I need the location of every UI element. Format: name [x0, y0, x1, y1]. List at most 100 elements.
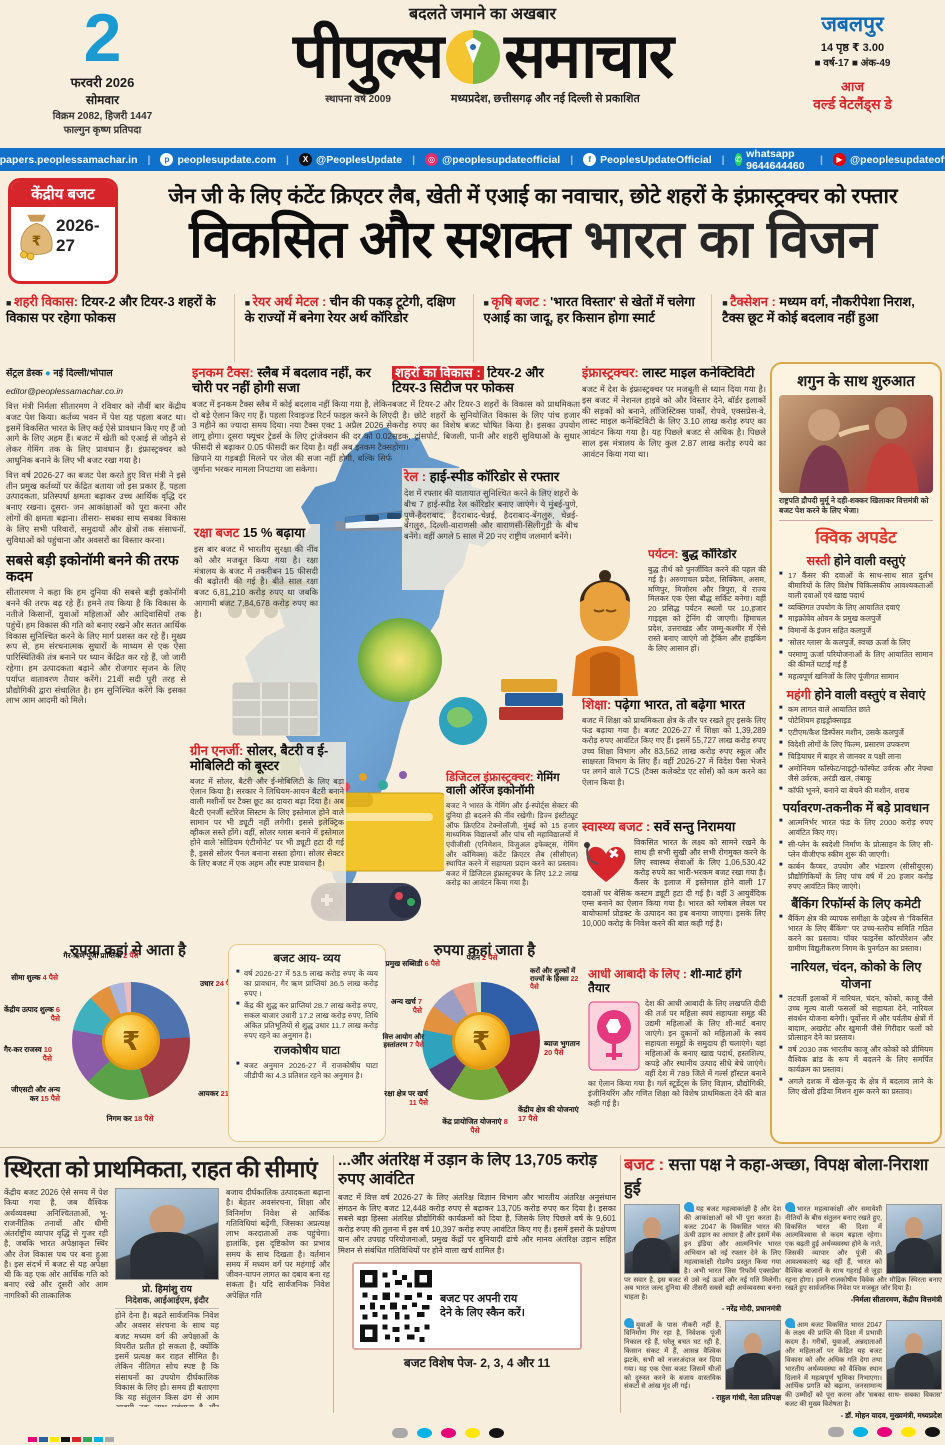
quote-attribution: -निर्मला सीतारमण, केंद्रीय वित्तमंत्री	[850, 1295, 942, 1305]
color-dot-magenta	[441, 1428, 456, 1438]
paper-title-1: पीपुल्स	[293, 22, 444, 91]
date-tithi: फाल्गुन कृष्ण प्रतिपदा	[63, 124, 142, 136]
color-calibration-strip	[28, 1437, 114, 1442]
byline: सेंट्रल डेस्क ● नई दिल्ली/भोपाल	[6, 368, 113, 379]
date-weekday: सोमवार	[85, 92, 120, 107]
list-item: अगले दशक में खेल-कूद के क्षेत्र में बदला…	[779, 1077, 933, 1097]
facebook-link[interactable]: f PeoplesUpdateOfficial	[583, 153, 712, 166]
qr-code[interactable]	[360, 1270, 432, 1343]
costlier-list: कम लागत वाले आयातित छाते पोटेशियम हाइड्र…	[779, 705, 933, 796]
rahul-gandhi-photo	[725, 1319, 781, 1390]
instagram-link[interactable]: ◎ @peoplesupdateofficial	[425, 153, 560, 166]
economy-subhead: सबसे बड़ी इकोनॉमी बनने की तरफ कदम	[6, 552, 179, 585]
reactions-title: बजट : सत्ता पक्ष ने कहा-अच्छा, विपक्ष बो…	[624, 1156, 929, 1197]
color-dot-black	[489, 1428, 504, 1438]
instagram-icon: ◎	[425, 153, 439, 166]
income-tax-article: इनकम टैक्स: स्लैब में बदलाव नहीं, कर चोर…	[192, 366, 392, 474]
oped-col3: होने देना है। बढ़ते सार्वजनिक निवेश और अ…	[115, 1311, 219, 1407]
list-item: तटवर्ती इलाकों में नारियल, चंदन, कोको, क…	[779, 994, 933, 1043]
kicker-headline: जेन जी के लिए कंटेंट क्रिएटर लैब, खेती म…	[168, 185, 898, 208]
himanshu-rai-photo	[115, 1188, 219, 1280]
column-divider	[333, 1155, 334, 1413]
color-dot-yellow	[901, 1427, 916, 1437]
quote-icon	[785, 1317, 795, 1328]
quote-rahul-gandhi: युवाओं के पास नौकरी नहीं है, विनिर्माण ग…	[624, 1317, 781, 1421]
infrastructure-article: इंफ्रास्ट्रक्चर: लास्ट माइल कनेक्टिविटी …	[582, 366, 766, 459]
quick-update-heading: क्विक अपडेट	[815, 528, 897, 547]
money-bag-icon: ₹	[19, 214, 53, 261]
space-article: ...और अंतरिक्ष में उड़ान के लिए 13,705 क…	[338, 1152, 616, 1424]
section-divider	[0, 1147, 945, 1148]
quote-attribution: - राहुल गांधी, नेता प्रतिपक्ष	[711, 1393, 781, 1403]
banking-heading: बैंकिंग रिफॉर्म्स के लिए कमेटी	[791, 897, 921, 912]
color-dot-yellow	[465, 1428, 480, 1438]
column-divider	[620, 1155, 621, 1413]
x-handle-link[interactable]: X @PeoplesUpdate	[299, 153, 402, 166]
budget-pages-note: बजट विशेष पेज- 2, 3, 4 और 11	[403, 1356, 551, 1371]
quote-icon	[684, 1202, 694, 1212]
health-article: स्वास्थ्य बजट : सर्वे सन्तु निरामया विकस…	[582, 820, 766, 928]
list-item: विदेशी लोगों के लिए फिल्म, प्रसारण उपकरण	[779, 740, 933, 750]
qr-caption: बजट पर अपनी राय देने के लिए स्कैन करें।	[440, 1292, 525, 1320]
rail-article: रेल : हाई-स्पीड कॉरिडोर से रफ्तार देश मे…	[402, 468, 580, 590]
x-icon: X	[299, 153, 312, 166]
color-dot-grey	[392, 1428, 408, 1438]
sitharaman-photo	[886, 1204, 942, 1274]
quote-modi: यह बजट महत्वाकांक्षी है और देश की आकांक्…	[624, 1202, 781, 1314]
costlier-heading: महंगी होने वाली वस्तुएं व सेवाएं	[786, 687, 926, 702]
quote-sitharaman: भारत महत्वाकांक्षी और समावेशी नीतियों के…	[785, 1202, 942, 1314]
today-event: वर्ल्ड वेटलैंड्स डे	[813, 96, 892, 112]
list-item: सी-प्लेन के स्वदेशी निर्माण के प्रोत्साह…	[779, 840, 933, 860]
color-dot-magenta	[877, 1427, 892, 1437]
website-link[interactable]: p peoplesupdate.com	[160, 153, 276, 166]
buddha-icon	[572, 570, 638, 696]
sun-icon	[358, 618, 442, 702]
budget-badge-label: केंद्रीय बजट	[11, 181, 115, 207]
sidebar-photo-head: शगुन के साथ शुरुआत	[797, 373, 915, 390]
oped-author-role: निदेशक, आईआईएम, इंदौर	[115, 1295, 219, 1309]
quote-attribution: - नरेंद्र मोदी, प्रधानमंत्री	[721, 1304, 781, 1314]
subhead-taxation: टैक्सेशन : मध्यम वर्ग, नौकरीपेशा निराश, …	[711, 294, 940, 362]
list-item: वर्ष 2030 तक भारतीय काजू और कोको को प्री…	[779, 1045, 933, 1075]
masthead-center: बदलते जमाने का अखबार पीपुल्स समाचार स्था…	[205, 0, 760, 148]
lead-article-para3: सीतारमण ने कहा कि हम दुनिया की सबसे बड़ी…	[6, 587, 186, 706]
quote-mohan-yadav: आम बजट विकसित भारत 2047 के लक्ष्य की प्र…	[785, 1317, 942, 1421]
volume-issue: ■ वर्ष-17 ■ अंक-49	[814, 58, 891, 69]
budget-badge: केंद्रीय बजट ₹ 2026-27	[8, 178, 118, 284]
today-label: आज	[841, 79, 864, 94]
youtube-link[interactable]: ▶@peoplesupdateofficial	[832, 153, 945, 166]
subhead-urban: शहरी विकास: टियर-2 और टियर-3 शहरों के वि…	[6, 294, 224, 362]
list-item: 'सोलर ग्लास' के कलपुर्जे, स्वच्छ ऊर्जा क…	[779, 638, 933, 648]
education-article: शिक्षा: पढ़ेगा भारत, तो बढ़ेगा भारत बजट …	[582, 698, 766, 787]
oped-col2: बजाय दीर्घकालिक उत्पादकता बढ़ाना है। बेह…	[226, 1188, 330, 1300]
space-title: ...और अंतरिक्ष में उड़ान के लिए 13,705 क…	[338, 1152, 598, 1188]
list-item: अमोनियम फॉस्फेट/नाइट्रो-फॉस्फेट उर्वरक औ…	[779, 764, 933, 784]
oped-col1: केंद्रीय बजट 2026 ऐसे समय में पेश किया ग…	[4, 1188, 108, 1300]
list-item: चिड़ियाघर में बाहर से जानवर व पक्षी लाना	[779, 752, 933, 762]
cheaper-list: 17 कैंसर की दवाओं के साथ-साथ सात दुर्लभ …	[779, 571, 933, 682]
rupee-coin-icon: ₹	[102, 1012, 160, 1070]
color-dot-cyan	[417, 1428, 432, 1438]
rupee-coin-icon: ₹	[452, 1012, 510, 1070]
expenditure-pie-title: रुपया कहां जाता है	[433, 942, 536, 959]
lead-article-para2: वित्त वर्ष 2026-27 का बजट पेश करते हुए व…	[6, 469, 186, 545]
revenue-pie-title: रुपया कहां से आता है	[70, 942, 186, 959]
color-dot-cyan	[853, 1427, 868, 1437]
epaper-link[interactable]: eepapers.peoplessamachar.in	[0, 153, 138, 166]
lead-article-para1: वित्त मंत्री निर्मला सीतारमण ने रविवार क…	[6, 401, 186, 466]
list-item: 17 कैंसर की दवाओं के साथ-साथ सात दुर्लभ …	[779, 571, 933, 601]
main-headline-rest: भारत का विजन	[569, 211, 877, 269]
green-energy-article: ग्रीन एनर्जी: सोलर, बैटरी व ई-मोबिलिटी क…	[188, 742, 346, 938]
digital-article: डिजिटल इंफ्रास्ट्रक्चर: गेमिंग वाली ऑरें…	[444, 770, 580, 940]
list-item: कार्बन कैप्चर, उपयोग और भंडारण (सीसीयूएस…	[779, 862, 933, 892]
editor-email-link[interactable]: editor@peoplessamachar.co.in	[6, 386, 123, 397]
defense-article: रक्षा बजट 15 % बढ़ाया इस बार बजट में भार…	[192, 524, 320, 736]
environment-list: आत्मनिर्भर भारत फंड के लिए 2000 करोड़ रु…	[779, 818, 933, 891]
date-month: फरवरी 2026	[70, 74, 135, 90]
budget-badge-year: 2026-27	[56, 216, 100, 255]
youtube-icon: ▶	[832, 153, 846, 166]
pen-nib-logo-icon	[446, 29, 501, 84]
whatsapp-link[interactable]: ✆ whatsapp 9644644460	[734, 147, 805, 172]
creator-folder-icon	[318, 771, 450, 872]
social-bar: eepapers.peoplessamachar.in| ppeoplesupd…	[0, 147, 945, 172]
